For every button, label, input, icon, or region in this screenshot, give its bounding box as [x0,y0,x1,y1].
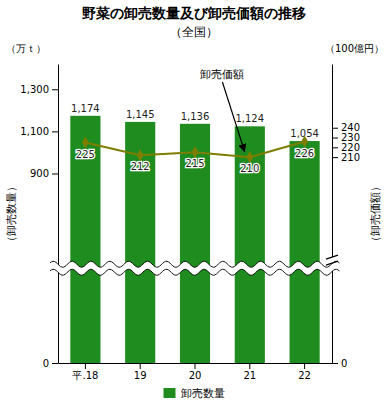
subtitle: （全国） [170,25,218,39]
line-value-label: 225 [76,149,95,160]
y2-axis-line [332,65,333,364]
chart-container: 野菜の卸売数量及び卸売価額の推移（全国）09001,1001,300021022… [0,0,388,407]
y2-axis-title: （卸売価額） [369,181,382,247]
y2-axis-tick-mark [332,138,338,139]
plot: 09001,1001,3000210220230240平.18192021221… [20,65,360,382]
annotations: 卸売価額 [200,68,244,152]
axis-break [50,261,340,275]
y-axis-line [58,65,59,364]
x-tick-mark [249,363,250,369]
x-tick-mark [140,363,141,369]
x-tick-mark [85,363,86,369]
x-tick: 20 [189,363,202,381]
unit-label: （100億円） [325,43,384,54]
y-axis-tick: 0 [43,358,58,369]
y2-axis-tick-label: 0 [341,358,347,369]
axis-break-right [326,255,338,265]
x-axis: 平.18 19 20 21 22 [59,363,333,381]
chart-svg: 野菜の卸売数量及び卸売価額の推移（全国）09001,1001,300021022… [0,0,388,407]
annotation-arrow [222,82,244,152]
y2-axis-tick-mark [332,157,338,158]
y2-axis-tick-mark [332,128,338,129]
bar [180,124,210,363]
y2-axis-tick-label: 210 [341,152,360,163]
legend-label: 卸売数量 [181,387,225,400]
y2-axis-tick-label: 240 [341,122,360,133]
title: 野菜の卸売数量及び卸売価額の推移 [82,5,306,21]
bar [125,122,155,363]
line-marks [82,135,308,163]
x-tick: 平.18 [72,363,98,381]
y-axis: 0 900 1,100 1,300 [20,65,58,369]
line-marker [82,136,89,148]
y2-axis-tick: 210 [332,152,360,163]
y-axis-tick-label: 0 [43,358,49,369]
y-axis-tick-label: 1,100 [20,126,49,137]
line-marker [246,151,253,163]
line-value-label: 215 [185,158,204,169]
y-axis-tick: 900 [30,168,58,179]
unit-label: （万ｔ） [6,43,46,54]
bar-value-label: 1,136 [181,111,210,122]
line-value-label: 210 [240,163,259,174]
y2-axis-tick: 240 [332,122,360,133]
x-tick-label: 19 [134,370,147,381]
y-axis-tick: 1,100 [20,126,58,137]
line-series-label: 卸売価額 [200,68,244,81]
bar [235,126,265,363]
axis-break-line [326,255,338,259]
legend: 卸売数量 [164,387,225,400]
x-tick: 22 [298,363,311,381]
y-axis-tick-label: 1,300 [20,84,49,95]
y2-axis-tick: 230 [332,132,360,143]
bar [290,141,320,363]
axis-break-line [50,261,340,267]
y2-axis-tick-label: 230 [341,132,360,143]
axis-break-band [50,261,340,275]
x-tick-mark [304,363,305,369]
bar-value-label: 1,145 [126,109,155,120]
y-axis-tick-label: 900 [30,168,49,179]
bar-value-label: 1,174 [71,103,100,114]
axis-break-line [50,269,340,275]
bar [70,116,100,363]
line-marker [137,149,144,161]
y-axis-tick-mark [52,131,58,132]
y2-axis-tick-label: 220 [341,142,360,153]
y-axis-tick-mark [52,173,58,174]
y2-axis-tick: 0 [332,358,347,369]
y2-axis-tick-mark [332,363,338,364]
y2-axis-tick: 220 [332,142,360,153]
y2-axis-tick-mark [332,147,338,148]
y-axis-tick-mark [52,363,58,364]
x-tick: 21 [243,363,256,381]
line-marker [301,135,308,147]
bar-value-label: 1,124 [235,113,264,124]
x-tick-label: 平.18 [72,370,98,381]
line-value-label: 212 [131,161,150,172]
x-tick-label: 21 [243,370,256,381]
line-marker [192,146,199,158]
y-axis-title: （卸売数量） [5,181,18,247]
y2-axis: 0 210220230240 [332,65,360,369]
axis-break-line [326,261,338,265]
x-tick-label: 22 [298,370,311,381]
x-tick: 19 [134,363,147,381]
x-tick-label: 20 [189,370,202,381]
y-axis-tick-mark [52,89,58,90]
labels: 1,1741,1451,1361,1241,054225212215210226 [71,103,319,175]
marks [70,116,319,363]
legend-item: 卸売数量 [164,387,225,400]
legend-swatch [164,388,176,398]
x-tick-mark [195,363,196,369]
y-axis-tick: 1,300 [20,84,58,95]
line-value-label: 226 [295,148,314,159]
